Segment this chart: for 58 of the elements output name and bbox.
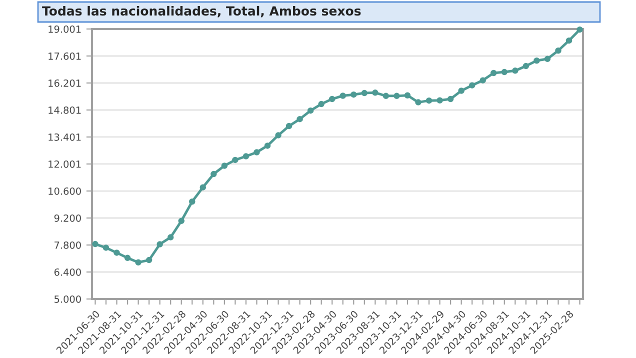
point xyxy=(566,37,572,44)
point xyxy=(275,132,282,138)
y-tick-label: 10.600 xyxy=(48,187,81,195)
point xyxy=(522,62,530,70)
point xyxy=(480,77,486,84)
chart-title: Todas las nacionalidades, Total, Ambos sexos xyxy=(42,6,361,18)
point xyxy=(415,99,422,106)
point xyxy=(534,58,540,64)
point xyxy=(576,26,583,33)
point xyxy=(512,68,518,74)
point xyxy=(458,88,464,94)
point xyxy=(372,90,378,96)
y-tick-label: 17.601 xyxy=(48,52,81,60)
point xyxy=(361,90,368,96)
y-tick-label: 14.801 xyxy=(48,106,81,114)
point xyxy=(394,92,400,100)
y-tick-label: 13.401 xyxy=(48,133,81,141)
y-tick-label: 9.200 xyxy=(54,214,81,222)
point xyxy=(286,122,292,130)
point xyxy=(340,92,346,99)
point xyxy=(200,184,206,190)
point xyxy=(501,68,508,76)
point xyxy=(114,250,120,256)
point xyxy=(544,56,551,62)
point xyxy=(189,198,196,205)
point xyxy=(318,100,324,108)
point xyxy=(178,218,184,224)
y-tick-label: 7.800 xyxy=(54,241,81,249)
point xyxy=(307,107,314,114)
point xyxy=(221,162,228,169)
y-tick-label: 19.001 xyxy=(48,25,81,33)
point xyxy=(102,244,110,251)
point xyxy=(404,92,411,98)
point xyxy=(156,241,163,248)
y-tick-label: 12.001 xyxy=(48,160,81,168)
point xyxy=(146,256,152,264)
point xyxy=(264,142,271,149)
y-tick-label: 6.400 xyxy=(54,268,81,276)
point xyxy=(296,116,303,122)
point xyxy=(254,149,260,156)
point xyxy=(382,92,390,100)
point xyxy=(232,156,238,164)
point xyxy=(167,234,174,240)
y-tick-label: 5.000 xyxy=(54,295,81,303)
point xyxy=(490,70,497,76)
point xyxy=(328,96,336,102)
point xyxy=(350,91,357,98)
point xyxy=(242,153,250,160)
point xyxy=(436,97,443,104)
point xyxy=(124,254,131,262)
point xyxy=(468,82,476,88)
point xyxy=(447,96,454,102)
point xyxy=(135,259,142,266)
point xyxy=(92,240,98,248)
point xyxy=(426,97,432,104)
y-tick-label: 16.201 xyxy=(48,79,81,87)
point xyxy=(210,170,217,178)
point xyxy=(555,47,562,54)
